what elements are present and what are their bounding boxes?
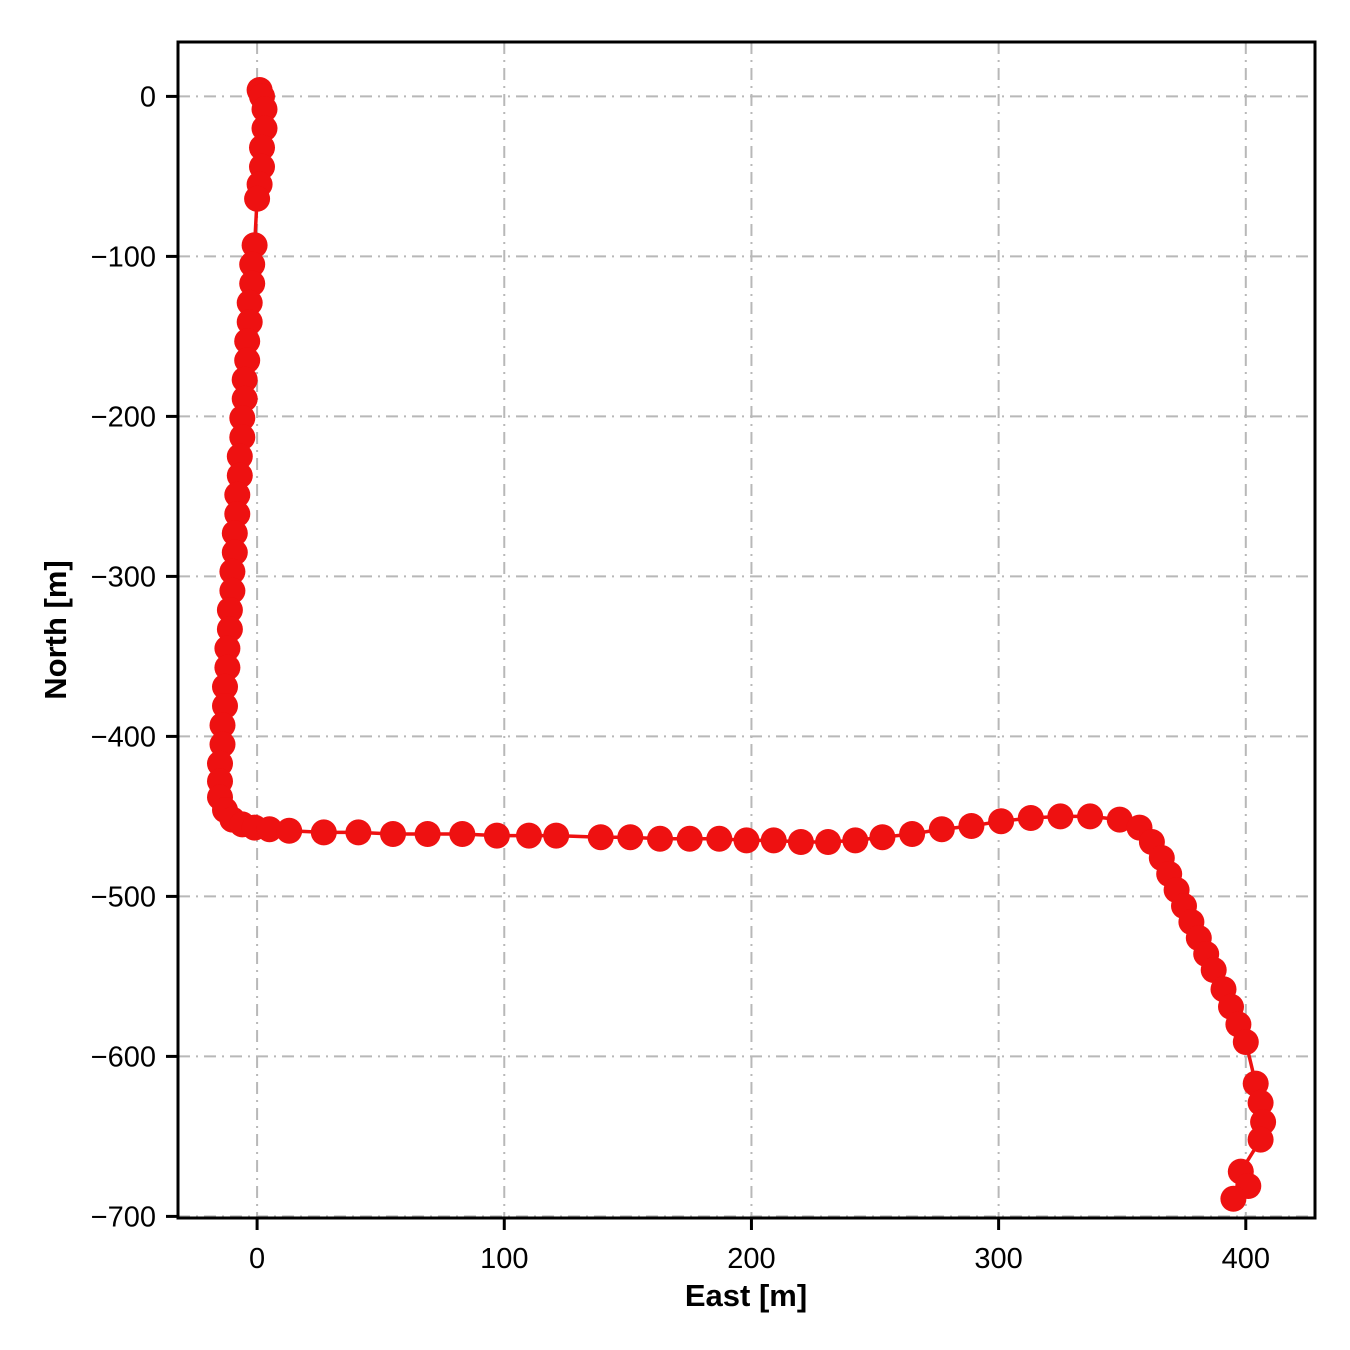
trajectory-marker [1247, 1126, 1274, 1153]
trajectory-marker [224, 481, 251, 508]
trajectory-marker [229, 424, 256, 451]
trajectory-marker [216, 597, 243, 623]
trajectory-marker [249, 134, 275, 161]
trajectory-marker [958, 813, 985, 839]
x-tick-label: 400 [1222, 1243, 1270, 1275]
trajectory-marker [449, 821, 476, 847]
trajectory-marker [214, 654, 241, 681]
trajectory-marker [842, 827, 869, 854]
trajectory-marker [1200, 957, 1227, 983]
trajectory-marker [221, 520, 248, 547]
trajectory-marker [1077, 803, 1104, 830]
trajectory-marker [219, 558, 246, 585]
trajectory-marker [209, 712, 236, 739]
y-axis-label: North [m] [38, 560, 73, 700]
y-tick-label: −700 [91, 1201, 156, 1233]
trajectory-marker [815, 829, 842, 855]
trajectory-marker [869, 824, 896, 851]
trajectory-marker [239, 270, 266, 297]
trajectory-marker [226, 443, 253, 470]
y-tick-label: −300 [91, 561, 156, 593]
trajectory-marker [251, 96, 278, 123]
x-tick-label: 200 [727, 1243, 775, 1275]
trajectory-marker [1106, 806, 1133, 833]
y-tick-label: −500 [91, 881, 156, 913]
trajectory-marker [733, 827, 760, 854]
trajectory-marker [219, 577, 246, 604]
trajectory-marker [516, 822, 542, 849]
trajectory-marker [760, 827, 787, 854]
trajectory-marker [234, 347, 261, 374]
trajectory-marker [234, 328, 261, 355]
trajectory-marker [221, 539, 248, 566]
trajectory-marker [224, 501, 251, 527]
trajectory-marker [231, 385, 258, 412]
trajectory-marker [236, 309, 263, 335]
trajectory-marker [647, 825, 673, 852]
y-tick-label: −200 [91, 401, 156, 433]
trajectory-marker [899, 821, 926, 847]
trajectory-marker [212, 693, 238, 719]
trajectory-marker [345, 819, 372, 846]
trajectory-marker [543, 822, 570, 849]
trajectory-marker [239, 251, 266, 278]
x-tick-label: 0 [249, 1243, 265, 1275]
trajectory-marker [483, 822, 510, 849]
x-tick-label: 300 [974, 1243, 1022, 1275]
trajectory-marker [1017, 805, 1044, 831]
trajectory-marker [216, 616, 243, 643]
trajectory-marker [209, 731, 236, 758]
trajectory-marker [1232, 1029, 1259, 1055]
y-tick-label: −100 [91, 241, 156, 273]
trajectory-marker [214, 635, 241, 662]
trajectory-marker [229, 405, 256, 431]
trajectory-marker [676, 825, 703, 852]
trajectory-marker [256, 816, 283, 843]
trajectory-marker [244, 185, 271, 212]
y-tick-label: −400 [91, 721, 156, 753]
y-tick-label: −600 [91, 1041, 156, 1073]
trajectory-marker [928, 816, 955, 843]
y-tick-label: 0 [140, 81, 156, 113]
trajectory-marker [236, 289, 263, 316]
trajectory-marker [1247, 1089, 1274, 1116]
trajectory-marker [276, 817, 303, 844]
axes-frame [176, 40, 1317, 1220]
trajectory-marker [617, 824, 644, 851]
trajectory-marker [706, 825, 733, 852]
x-tick-label: 100 [480, 1243, 528, 1275]
trajectory-marker [310, 819, 337, 846]
trajectory-marker [988, 808, 1015, 835]
trajectory-marker [226, 462, 253, 489]
trajectory-marker [241, 232, 268, 259]
trajectory-marker [787, 829, 814, 855]
trajectory-marker [251, 115, 278, 142]
trajectory-marker [1047, 803, 1074, 830]
trajectory-marker [212, 673, 238, 700]
trajectory-marker [414, 821, 441, 847]
trajectory-marker [587, 824, 614, 851]
trajectory-marker [380, 821, 406, 847]
trajectory-marker [231, 366, 258, 393]
x-axis-label: East [m] [684, 1278, 808, 1313]
trajectory-marker [1220, 1185, 1247, 1212]
